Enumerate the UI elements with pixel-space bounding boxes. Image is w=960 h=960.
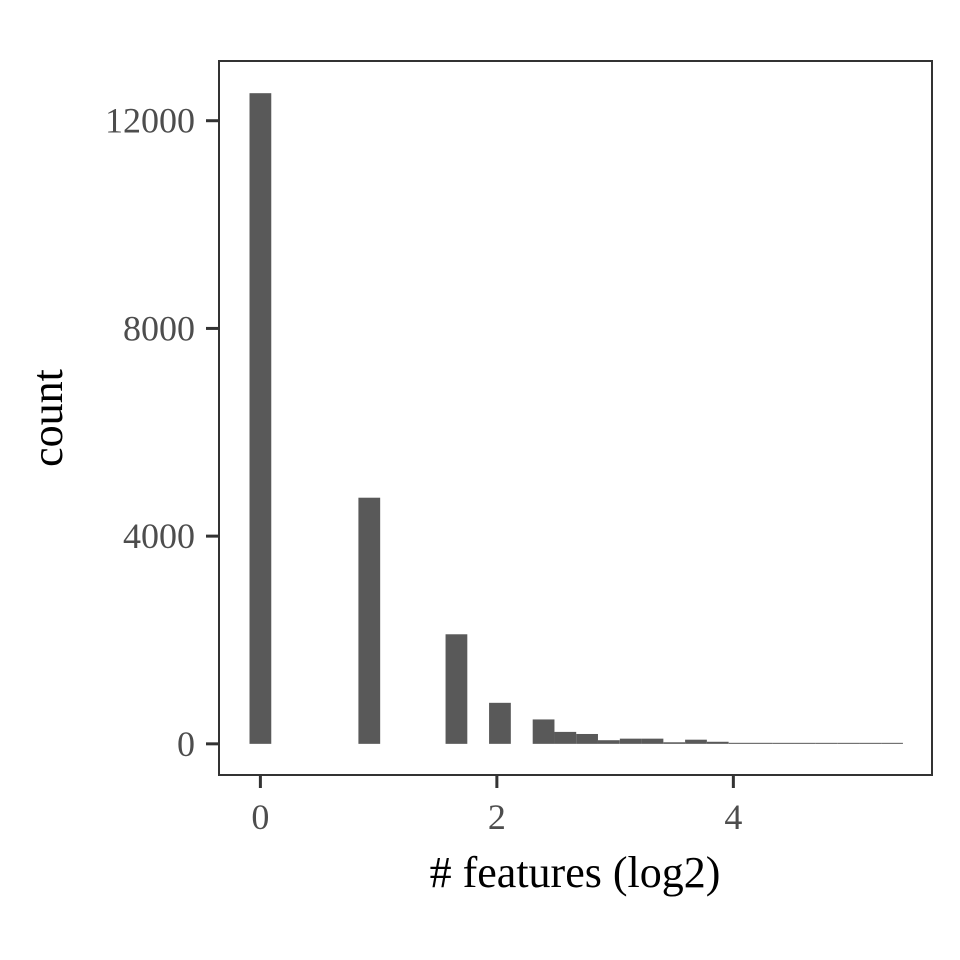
histogram-bar [815,742,838,744]
y-tick-label: 0 [177,724,195,764]
y-axis-title: count [23,369,72,467]
x-axis-title: # features (log2) [430,848,721,897]
histogram-bar [859,742,882,744]
histogram-bar [358,497,381,744]
x-tick-label: 0 [251,797,269,837]
plot-panel [218,60,933,776]
x-tick-label: 2 [488,797,506,837]
x-axis: 0 2 4 [251,775,742,837]
histogram-bar [532,719,555,744]
histogram-bar [641,738,664,744]
histogram-bar [772,742,795,744]
histogram-bar [750,742,773,744]
histogram-bar [728,742,751,744]
histogram-bar [663,742,686,744]
y-axis: 0 4000 8000 12000 [105,101,219,764]
histogram-bar [576,733,598,744]
x-tick-label: 4 [724,797,742,837]
histogram-bar [685,739,707,744]
y-tick-label: 12000 [105,101,195,141]
histogram-bar [597,740,620,744]
histogram-bar [445,634,468,744]
bars-group [249,93,903,744]
y-tick-label: 4000 [123,516,195,556]
y-tick-label: 8000 [123,308,195,348]
histogram-bar [706,741,729,744]
histogram-bar [489,702,511,744]
histogram-bar [794,742,816,744]
histogram-bar [554,731,577,744]
histogram-bar [619,738,642,744]
histogram-bar [837,742,860,744]
histogram-bar [881,742,903,744]
histogram-bar [249,93,272,744]
